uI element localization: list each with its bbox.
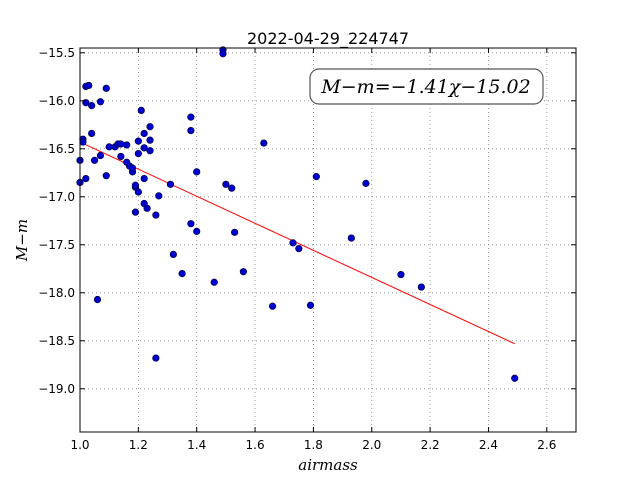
data-point	[289, 239, 297, 247]
data-point	[210, 278, 218, 286]
data-point	[146, 136, 154, 144]
data-point	[82, 174, 90, 183]
x-tick-label: 2.2	[421, 438, 440, 452]
data-point	[362, 179, 370, 187]
data-point	[134, 188, 142, 196]
y-tick-label: −18.5	[38, 334, 75, 348]
data-point	[96, 98, 105, 106]
data-point	[140, 144, 148, 152]
data-point	[90, 156, 99, 164]
x-tick-label: 1.6	[246, 438, 265, 452]
data-point	[268, 302, 277, 310]
y-tick-label: −15.5	[38, 46, 75, 60]
data-point	[222, 180, 230, 188]
data-point	[102, 172, 110, 180]
data-point	[511, 374, 519, 382]
y-tick-label: −17.5	[38, 238, 75, 252]
grid	[80, 48, 576, 432]
data-point	[134, 150, 142, 158]
data-point	[231, 228, 239, 236]
y-axis-label: M−m	[13, 219, 31, 262]
y-tick-label: −17.0	[38, 190, 75, 204]
data-point	[417, 283, 425, 291]
data-point	[347, 234, 355, 242]
data-point	[228, 184, 236, 192]
y-tick-label: −19.0	[38, 382, 75, 396]
y-tick-label: −18.0	[38, 286, 75, 300]
data-point	[306, 301, 315, 309]
data-point	[155, 192, 163, 200]
x-tick-label: 1.8	[304, 438, 323, 452]
data-point	[131, 181, 140, 189]
data-point	[152, 211, 160, 219]
chart-title: 2022-04-29_224747	[247, 29, 409, 49]
data-point	[239, 268, 247, 276]
data-point	[123, 141, 131, 149]
x-tick-label: 1.2	[129, 438, 148, 452]
data-point	[117, 152, 125, 161]
x-tick-label: 2.6	[537, 438, 556, 452]
data-point	[169, 250, 177, 258]
data-point	[128, 164, 137, 172]
data-point	[117, 140, 125, 148]
x-axis-label: airmass	[298, 456, 358, 474]
data-point	[178, 270, 186, 278]
data-point	[88, 101, 96, 110]
data-point	[140, 174, 148, 183]
data-points	[76, 46, 519, 382]
x-tick-label: 1.4	[187, 438, 206, 452]
data-point	[134, 137, 142, 145]
data-point	[146, 147, 154, 155]
data-point	[79, 138, 87, 146]
x-tick-label: 2.4	[479, 438, 498, 452]
data-point	[140, 129, 148, 138]
data-point	[193, 227, 201, 235]
data-point	[397, 270, 405, 279]
data-point	[131, 208, 140, 216]
data-point	[137, 106, 145, 114]
data-point	[152, 354, 160, 362]
data-point	[96, 151, 105, 160]
axis-ticks: 1.0 1.2 1.4 1.6 1.8 2.0 2.2 2.4 2.6 −15.5 −16.0 −16…	[38, 46, 576, 452]
data-point	[260, 139, 268, 147]
data-point	[193, 168, 201, 176]
data-point	[143, 204, 151, 212]
fit-equation-frame	[309, 68, 544, 105]
data-point	[219, 50, 227, 58]
data-point	[166, 180, 175, 188]
x-tick-label: 1.0	[70, 438, 89, 452]
fit-equation-text: M−m=−1.41χ−15.02	[320, 76, 530, 98]
data-point	[187, 113, 195, 121]
data-point	[93, 295, 102, 304]
data-point	[85, 81, 93, 90]
data-point	[102, 84, 110, 92]
data-point	[295, 245, 303, 253]
x-tick-label: 2.0	[362, 438, 381, 452]
fit-layer	[79, 141, 515, 345]
data-point	[187, 126, 195, 135]
plot-frame	[79, 47, 577, 433]
data-point	[187, 220, 195, 228]
y-tick-label: −16.5	[38, 142, 75, 156]
fit-line	[79, 141, 515, 345]
data-point	[312, 173, 320, 181]
y-tick-label: −16.0	[38, 94, 75, 108]
data-point	[88, 129, 96, 138]
fit-equation-box: M−m=−1.41χ−15.02	[309, 68, 544, 105]
data-point	[146, 123, 154, 131]
